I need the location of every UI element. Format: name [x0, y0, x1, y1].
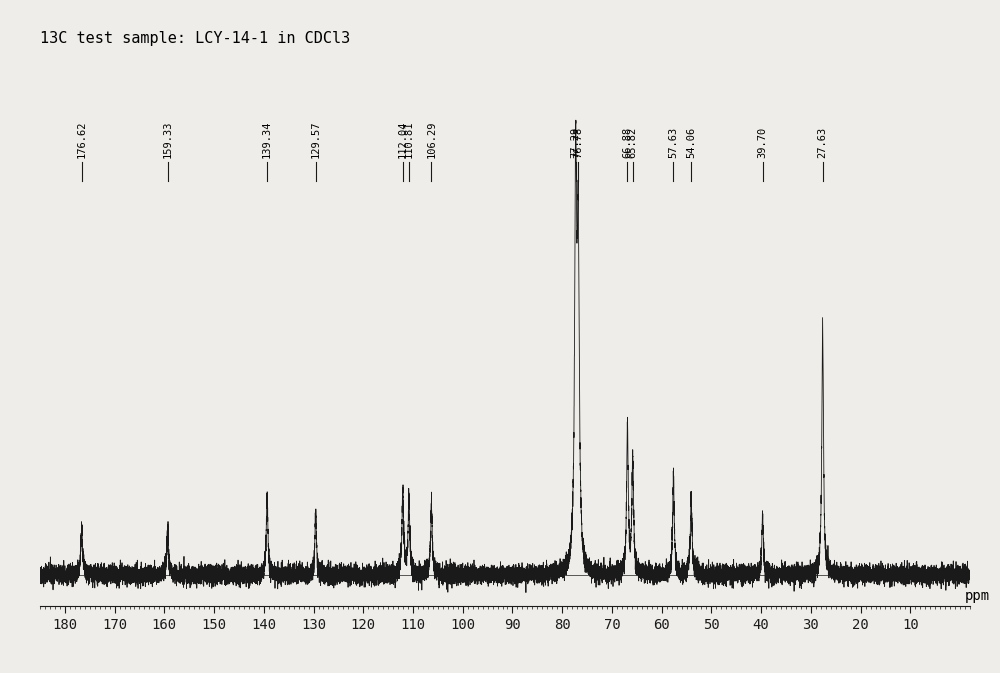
Text: 27.63: 27.63 — [818, 127, 828, 158]
Text: 106.29: 106.29 — [426, 120, 436, 158]
Text: 76.78: 76.78 — [573, 127, 583, 158]
Text: 129.57: 129.57 — [311, 120, 321, 158]
Text: ppm: ppm — [965, 589, 990, 603]
Text: 159.33: 159.33 — [163, 120, 173, 158]
Text: 139.34: 139.34 — [262, 120, 272, 158]
Text: 39.70: 39.70 — [758, 127, 768, 158]
Text: 65.82: 65.82 — [628, 127, 638, 158]
Text: 110.81: 110.81 — [404, 120, 414, 158]
Text: 54.06: 54.06 — [686, 127, 696, 158]
Text: 57.63: 57.63 — [668, 127, 678, 158]
Text: 77.29: 77.29 — [571, 127, 581, 158]
Text: 176.62: 176.62 — [77, 120, 87, 158]
Text: 13C test sample: LCY-14-1 in CDCl3: 13C test sample: LCY-14-1 in CDCl3 — [40, 31, 350, 46]
Text: 66.88: 66.88 — [622, 127, 632, 158]
Text: 112.04: 112.04 — [398, 120, 408, 158]
